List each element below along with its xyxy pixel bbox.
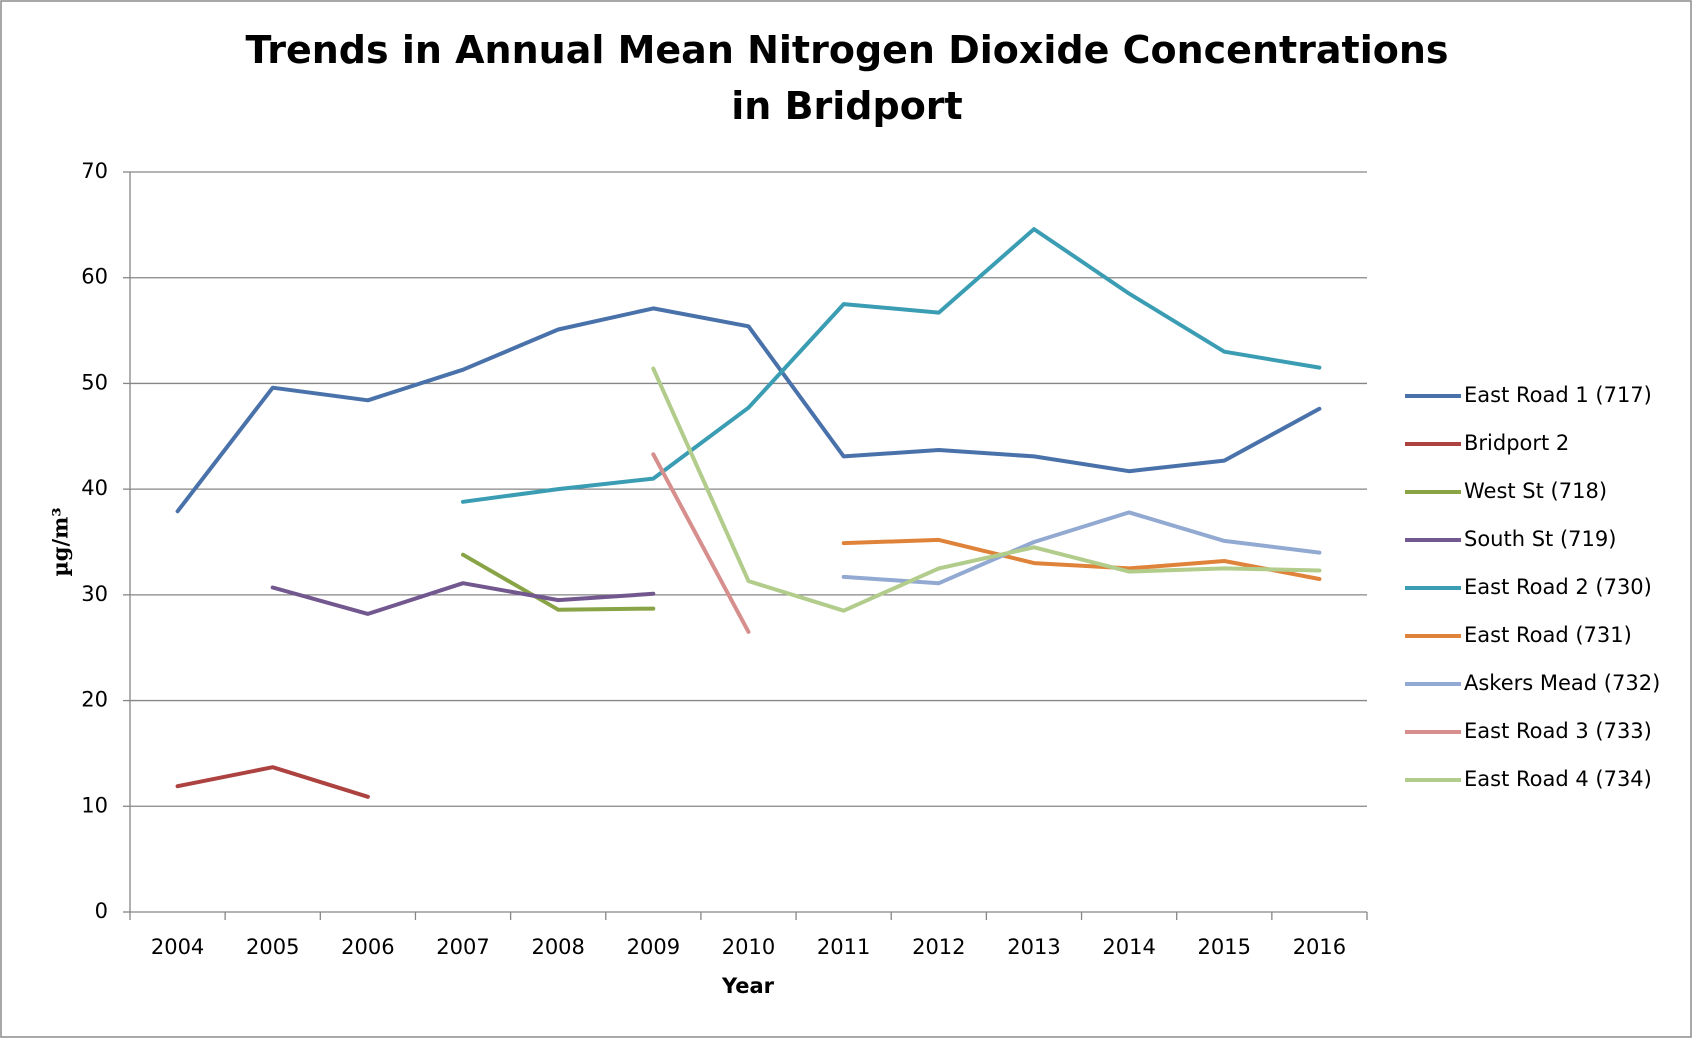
- legend-label: East Road (731): [1464, 623, 1632, 647]
- legend-label: South St (719): [1464, 527, 1616, 551]
- y-tick-label: 40: [81, 476, 108, 500]
- y-tick-label: 70: [81, 159, 108, 183]
- series-line: [841, 510, 1322, 586]
- series-line: [461, 552, 656, 612]
- x-tick-label: 2013: [1007, 935, 1060, 959]
- y-tick-label: 30: [81, 582, 108, 606]
- y-axis-label: µg/m³: [48, 507, 73, 576]
- series-line: [841, 537, 1322, 581]
- series-line: [270, 581, 656, 616]
- x-tick-label: 2016: [1293, 935, 1346, 959]
- series-line: [175, 765, 370, 799]
- series-line: [175, 306, 1322, 514]
- series-line: [651, 452, 751, 634]
- y-tick-label: 10: [81, 793, 108, 817]
- y-tick-label: 20: [81, 688, 108, 712]
- chart-title: Trends in Annual Mean Nitrogen Dioxide C…: [245, 28, 1449, 128]
- x-axis-label: Year: [721, 974, 775, 998]
- legend-label: East Road 4 (734): [1464, 767, 1652, 791]
- x-tick-label: 2007: [436, 935, 489, 959]
- y-tick-label: 60: [81, 265, 108, 289]
- legend-label: Bridport 2: [1464, 431, 1569, 455]
- x-tick-label: 2006: [341, 935, 394, 959]
- x-tick-label: 2008: [531, 935, 584, 959]
- x-tick-label: 2004: [151, 935, 204, 959]
- series-line: [461, 227, 1322, 504]
- x-tick-label: 2015: [1198, 935, 1251, 959]
- legend-label: West St (718): [1464, 479, 1607, 503]
- x-tick-label: 2014: [1102, 935, 1155, 959]
- series-line: [651, 366, 1322, 613]
- y-tick-label: 50: [81, 370, 108, 394]
- x-tick-label: 2012: [912, 935, 965, 959]
- y-tick-label: 0: [95, 899, 108, 923]
- legend-label: East Road 3 (733): [1464, 719, 1652, 743]
- x-tick-label: 2010: [722, 935, 775, 959]
- x-tick-label: 2009: [627, 935, 680, 959]
- legend-label: Askers Mead (732): [1464, 671, 1660, 695]
- x-tick-label: 2011: [817, 935, 870, 959]
- legend-label: East Road 2 (730): [1464, 575, 1652, 599]
- legend-label: East Road 1 (717): [1464, 383, 1652, 407]
- x-tick-label: 2005: [246, 935, 299, 959]
